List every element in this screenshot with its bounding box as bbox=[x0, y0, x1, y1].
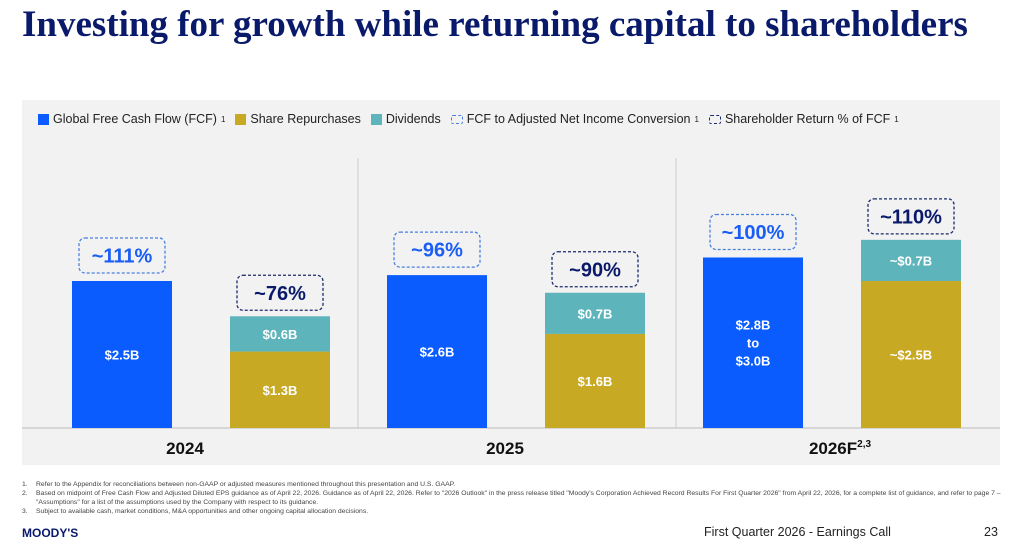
bar-share-repurchases bbox=[545, 333, 645, 428]
bar-dividends bbox=[545, 292, 645, 334]
bar-fcf bbox=[387, 275, 487, 428]
fcf-conversion-label: ~111% bbox=[92, 246, 153, 268]
bar-share-repurchases bbox=[861, 281, 961, 428]
footnote: 2. Based on midpoint of Free Cash Flow an… bbox=[22, 489, 1002, 507]
legend-label: Share Repurchases bbox=[250, 112, 361, 126]
footnotes: 1. Refer to the Appendix for reconciliati… bbox=[22, 480, 1002, 516]
shareholder-return-label: ~110% bbox=[880, 206, 942, 228]
fcf-conversion-label: ~96% bbox=[411, 240, 463, 262]
footnote-text: Based on midpoint of Free Cash Flow and … bbox=[36, 490, 1001, 506]
legend-swatch bbox=[38, 113, 49, 125]
legend-item: Shareholder Return % of FCF 1 bbox=[708, 112, 899, 126]
category-label: 2025 bbox=[486, 439, 524, 458]
category-label: 2026F2,3 bbox=[809, 439, 872, 458]
footnote-number: 3. bbox=[22, 508, 28, 515]
legend-item: FCF to Adjusted Net Income Conversion 1 bbox=[450, 112, 699, 126]
page-title: Investing for growth while returning cap… bbox=[22, 4, 968, 45]
bar-share-repurchases bbox=[230, 351, 330, 428]
legend-label: Shareholder Return % of FCF bbox=[724, 112, 891, 126]
bar-dividends bbox=[230, 316, 330, 352]
footnote-number: 2. bbox=[22, 490, 28, 497]
legend: Global Free Cash Flow (FCF) 1 Share Repurc… bbox=[38, 112, 899, 126]
shareholder-return-label: ~90% bbox=[569, 259, 621, 281]
legend-footnote-ref: 1 bbox=[694, 114, 699, 124]
legend-label: FCF to Adjusted Net Income Conversion bbox=[466, 112, 691, 126]
bar-fcf bbox=[703, 257, 803, 428]
bar-label-dividends: $0.6B bbox=[263, 327, 298, 342]
bar-label-fcf: $2.8B to $3.0B bbox=[736, 318, 771, 369]
bar-label-repurchases: ~$2.5B bbox=[890, 348, 932, 363]
legend-item: Dividends bbox=[370, 112, 441, 126]
footnote-text: Refer to the Appendix for reconciliation… bbox=[36, 481, 456, 488]
legend-swatch bbox=[235, 113, 247, 125]
shareholder-return-label-box bbox=[551, 251, 639, 288]
bar-label-repurchases: $1.3B bbox=[263, 383, 298, 398]
chart-panel: $2.5B $1.3B $0.6B ~111% ~76% 2024 $2.6B $1.6B $0… bbox=[22, 100, 1000, 465]
fcf-conversion-label-box bbox=[78, 237, 166, 274]
shareholder-return-label-box bbox=[236, 274, 324, 311]
page-number: 23 bbox=[984, 525, 998, 539]
legend-item: Global Free Cash Flow (FCF) 1 bbox=[38, 112, 225, 126]
shareholder-return-label: ~76% bbox=[254, 283, 306, 305]
category-label: 2024 bbox=[166, 439, 204, 458]
bar-dividends bbox=[861, 239, 961, 281]
bar-label-fcf: $2.5B bbox=[105, 348, 140, 363]
legend-label: Global Free Cash Flow (FCF) bbox=[53, 112, 217, 126]
legend-swatch bbox=[450, 114, 463, 124]
legend-footnote-ref: 1 bbox=[894, 114, 899, 124]
footnote: 3. Subject to available cash, market cond… bbox=[22, 507, 1002, 516]
legend-item: Share Repurchases bbox=[235, 112, 361, 126]
fcf-conversion-label-box bbox=[709, 213, 797, 251]
fcf-conversion-label-box bbox=[393, 231, 481, 268]
legend-footnote-ref: 1 bbox=[220, 114, 226, 124]
bar-fcf bbox=[72, 281, 172, 428]
footnote: 1. Refer to the Appendix for reconciliati… bbox=[22, 480, 1002, 489]
footnote-text: Subject to available cash, market condit… bbox=[36, 508, 369, 515]
bar-label-dividends: ~$0.7B bbox=[890, 253, 932, 268]
event-name: First Quarter 2026 - Earnings Call bbox=[704, 525, 891, 539]
legend-label: Dividends bbox=[385, 112, 441, 126]
moodys-logo: MOODY'S bbox=[22, 526, 79, 540]
shareholder-return-label-box bbox=[867, 198, 955, 235]
bar-label-repurchases: $1.6B bbox=[578, 374, 613, 389]
fcf-conversion-label: ~100% bbox=[722, 222, 785, 244]
legend-swatch bbox=[370, 113, 382, 125]
bar-label-dividends: $0.7B bbox=[578, 306, 613, 321]
bar-label-fcf: $2.6B bbox=[420, 345, 455, 360]
footnote-number: 1. bbox=[22, 481, 28, 488]
bar-chart: $2.5B $1.3B $0.6B ~111% ~76% 2024 $2.6B $1.6B $0… bbox=[22, 158, 1000, 458]
legend-swatch bbox=[708, 114, 721, 124]
